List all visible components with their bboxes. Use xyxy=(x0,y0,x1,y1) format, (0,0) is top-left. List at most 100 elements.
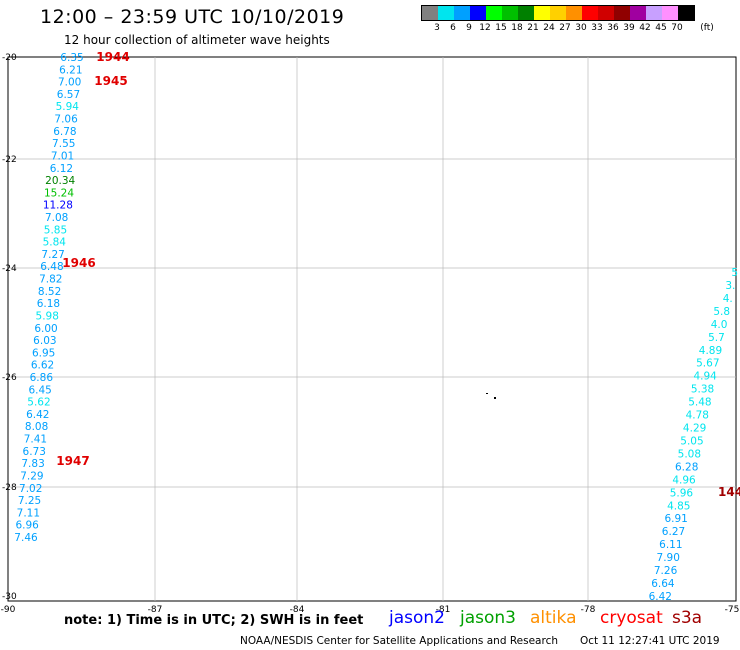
satellite-label-altika: altika xyxy=(530,608,577,628)
wave-height-label: 6.21 xyxy=(59,64,82,76)
legend-swatch xyxy=(582,6,598,20)
legend-unit: (ft) xyxy=(700,23,714,33)
legend-swatch xyxy=(502,6,518,20)
legend-label: 27 xyxy=(559,23,571,33)
wave-height-label: 5.96 xyxy=(670,487,694,499)
wave-height-label: 6.96 xyxy=(15,520,39,532)
legend-label: 18 xyxy=(511,23,523,33)
legend-label: 15 xyxy=(495,23,507,33)
lon-tick-label: -78 xyxy=(581,605,596,615)
wave-height-label: 7.55 xyxy=(52,138,75,150)
wave-height-label: 6.00 xyxy=(34,323,57,335)
lon-tick-label: -87 xyxy=(148,605,163,615)
legend-swatch xyxy=(486,6,502,20)
footer-note: note: 1) Time is in UTC; 2) SWH is in fe… xyxy=(64,613,364,628)
wave-height-label: 4. xyxy=(723,293,733,305)
wave-height-label: 6.12 xyxy=(50,163,73,175)
wave-height-label: 6.42 xyxy=(649,591,672,603)
wave-height-label: 6.57 xyxy=(57,89,80,101)
wave-height-label: 5.05 xyxy=(680,435,703,447)
legend-swatch xyxy=(678,6,694,20)
legend-swatch xyxy=(662,6,678,20)
wave-height-label: 20.34 xyxy=(45,175,75,187)
map-title: 12:00 – 23:59 UTC 10/10/2019 xyxy=(40,6,345,28)
wave-height-label: 7.90 xyxy=(657,552,680,564)
lat-tick-label: -30 xyxy=(2,592,17,602)
pass-time-label: 1947 xyxy=(56,454,89,468)
wave-height-label: 8.52 xyxy=(38,286,61,298)
legend-swatch xyxy=(598,6,614,20)
wave-height-label: 7.83 xyxy=(21,458,44,470)
lat-tick-label: -20 xyxy=(2,53,17,63)
island-mark xyxy=(486,393,488,394)
wave-height-label: 5.67 xyxy=(696,358,719,370)
legend-swatch xyxy=(534,6,550,20)
wave-height-label: 6.35 xyxy=(60,52,83,64)
legend-labels: 3 6 9 12 15 18 21 24 27 30 33 36 39 42 45 70 (ft) xyxy=(421,21,714,33)
wave-height-label: 7.29 xyxy=(20,470,43,482)
wave-height-label: 5.7 xyxy=(708,332,725,344)
wave-height-label: 5.84 xyxy=(43,237,67,249)
wave-height-label: 6.03 xyxy=(33,335,56,347)
wave-height-label: 7.25 xyxy=(18,495,41,507)
pass-time-label: 144 xyxy=(718,485,740,499)
wave-height-label: 5.62 xyxy=(27,397,50,409)
wave-height-label: 7.01 xyxy=(51,150,74,162)
wave-height-label: 4.89 xyxy=(699,345,722,357)
wave-height-label: 4.94 xyxy=(693,371,717,383)
wave-height-label: 15.24 xyxy=(44,187,74,199)
legend-label: 24 xyxy=(543,23,555,33)
wave-height-label: 6.91 xyxy=(664,513,687,525)
legend-swatches xyxy=(421,5,695,21)
credit-text: NOAA/NESDIS Center for Satellite Applica… xyxy=(240,635,558,647)
lon-tick-label: -90 xyxy=(1,605,16,615)
wave-height-label: 7.26 xyxy=(654,565,678,577)
wave-height-label: 6.86 xyxy=(30,372,54,384)
island-mark xyxy=(494,397,496,399)
wave-height-label: 7.46 xyxy=(14,532,38,544)
map-subtitle: 12 hour collection of altimeter wave hei… xyxy=(64,33,330,47)
legend-swatch xyxy=(438,6,454,20)
wave-height-label: 4.96 xyxy=(672,474,696,486)
satellite-label-s3a: s3a xyxy=(672,608,703,628)
legend-label: 45 xyxy=(655,23,667,33)
legend-label: 9 xyxy=(466,23,472,33)
wave-height-label: 7.11 xyxy=(17,507,40,519)
legend-swatch xyxy=(470,6,486,20)
legend-label: 33 xyxy=(591,23,603,33)
pass-time-label: 1946 xyxy=(62,256,95,270)
wave-height-label: 7.82 xyxy=(39,274,62,286)
legend-label: 36 xyxy=(607,23,619,33)
wave-height-label: 5.8 xyxy=(713,306,730,318)
legend-swatch xyxy=(422,6,438,20)
wave-height-label: 6.27 xyxy=(662,526,685,538)
legend-label: 70 xyxy=(671,23,683,33)
wave-height-label: 5.98 xyxy=(36,310,59,322)
wave-height-label: 7.00 xyxy=(58,77,81,89)
wave-height-label: 6.95 xyxy=(32,347,55,359)
wave-height-label: 5.38 xyxy=(691,384,714,396)
wave-height-label: 6.48 xyxy=(40,261,63,273)
wave-height-label: 6.11 xyxy=(659,539,682,551)
legend-label: 6 xyxy=(450,23,456,33)
legend-swatch xyxy=(550,6,566,20)
wave-height-label: 4.0 xyxy=(711,319,728,331)
legend-swatch xyxy=(630,6,646,20)
lat-tick-label: -24 xyxy=(2,264,17,274)
wave-height-label: 6.28 xyxy=(675,461,698,473)
legend-swatch xyxy=(614,6,630,20)
wave-height-label: 6.62 xyxy=(31,360,54,372)
legend-label: 42 xyxy=(639,23,651,33)
lat-tick-label: -22 xyxy=(2,155,17,165)
satellite-label-jason3: jason3 xyxy=(460,608,516,628)
wave-height-label: 11.28 xyxy=(43,200,73,212)
wave-height-label: 5.94 xyxy=(56,101,80,113)
wave-height-label: 7.27 xyxy=(41,249,64,261)
map-frame xyxy=(7,56,737,602)
wave-height-label: 6.45 xyxy=(28,384,51,396)
lon-tick-label: -75 xyxy=(725,605,740,615)
lon-tick-label: -81 xyxy=(436,605,451,615)
satellite-label-cryosat: cryosat xyxy=(600,608,663,628)
wave-height-label: 6.78 xyxy=(53,126,76,138)
